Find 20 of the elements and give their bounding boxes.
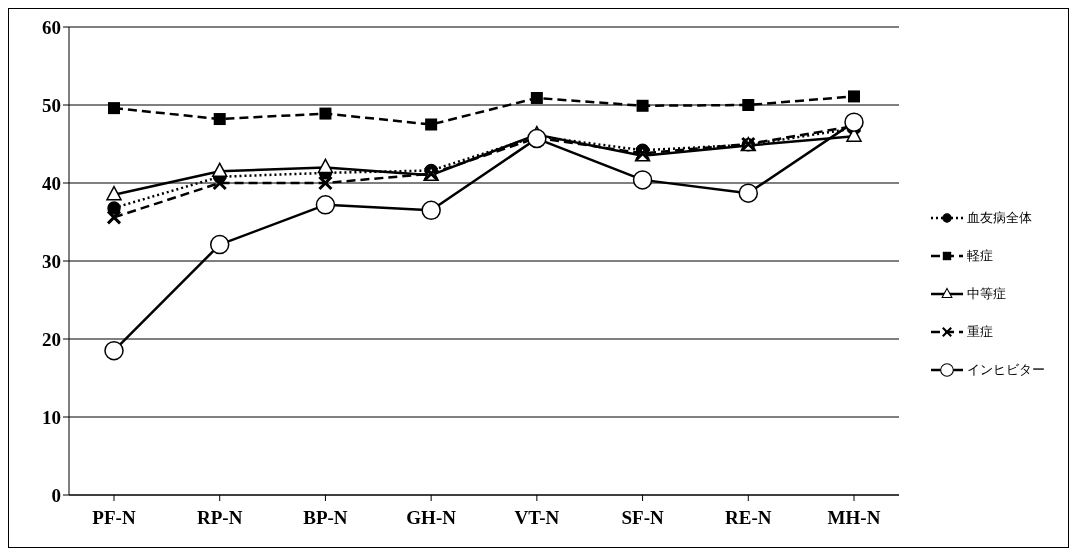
legend-label: 重症 [967,323,993,341]
y-tick-label: 50 [42,94,61,116]
legend-label: 軽症 [967,247,993,265]
legend-label: 血友病全体 [967,209,1032,227]
x-tick-label: RP-N [197,507,243,529]
x-tick-label: PF-N [92,507,136,529]
y-tick-label: 40 [42,172,61,194]
legend-label: インヒビター [967,361,1045,379]
y-tick-label: 30 [42,250,61,272]
y-tick-label: 10 [42,406,61,428]
x-tick-label: RE-N [725,507,772,529]
y-tick-label: 20 [42,328,61,350]
x-tick-label: VT-N [514,507,560,529]
y-tick-label: 0 [51,484,61,506]
y-tick-label: 60 [42,16,61,38]
x-tick-label: MH-N [827,507,881,529]
x-tick-label: SF-N [621,507,664,529]
x-tick-label: BP-N [303,507,348,529]
legend-label: 中等症 [967,285,1006,303]
x-tick-label: GH-N [406,507,457,529]
